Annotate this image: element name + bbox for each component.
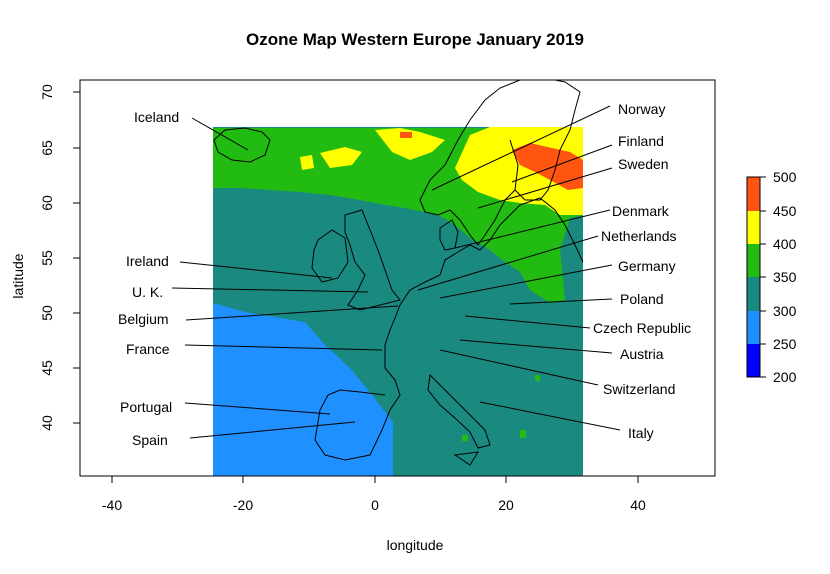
y-tick-label: 45 xyxy=(39,360,55,376)
leader-uk xyxy=(171,287,369,293)
leader-austria xyxy=(459,339,613,354)
y-tick-label: 50 xyxy=(39,305,55,321)
ozone-patch-green-3 xyxy=(535,375,540,381)
colorbar-band-450-500 xyxy=(747,177,760,211)
annotation-leaders xyxy=(171,105,621,439)
y-tick-label: 70 xyxy=(39,84,55,100)
coast-continent xyxy=(314,197,584,461)
y-tick-label: 60 xyxy=(39,195,55,211)
label-iceland: Iceland xyxy=(134,109,179,125)
label-norway: Norway xyxy=(618,101,665,117)
leader-switzerland xyxy=(439,349,599,386)
colorbar-tick-label: 350 xyxy=(773,269,797,285)
y-tick-labels: 40 45 50 55 60 65 70 xyxy=(39,84,55,431)
colorbar-tick-label: 250 xyxy=(773,336,797,352)
coast-iberia-north xyxy=(327,389,386,396)
axis-ticks xyxy=(73,91,639,483)
label-poland: Poland xyxy=(620,291,664,307)
colorbar-band-350-400 xyxy=(747,244,760,277)
colorbar-tick-label: 200 xyxy=(773,369,797,385)
leader-iceland xyxy=(191,117,249,151)
colorbar-band-200-250 xyxy=(747,344,760,377)
colorbar-band-300-350 xyxy=(747,277,760,311)
coastlines xyxy=(213,80,584,466)
x-tick-label: 20 xyxy=(498,497,514,513)
leader-france xyxy=(184,344,383,351)
colorbar-tick-label: 300 xyxy=(773,303,797,319)
label-austria: Austria xyxy=(620,346,664,362)
leader-germany xyxy=(439,264,613,299)
colorbar-band-400-450 xyxy=(747,211,760,244)
label-portugal: Portugal xyxy=(120,399,172,415)
x-axis-label: longitude xyxy=(386,537,444,553)
ozone-band-400-450-patch-1 xyxy=(320,147,362,168)
x-tick-labels: -40 -20 0 20 40 xyxy=(102,497,646,513)
coast-italy xyxy=(427,373,491,449)
leader-italy xyxy=(479,401,621,431)
coast-sicily xyxy=(453,451,479,466)
label-belgium: Belgium xyxy=(118,311,169,327)
leader-denmark xyxy=(454,209,611,249)
ozone-band-450-500-patch xyxy=(400,132,412,138)
ozone-patch-green-1 xyxy=(520,430,526,438)
leader-netherlands xyxy=(417,235,599,291)
y-tick-label: 55 xyxy=(39,250,55,266)
colorbar-tick-label: 400 xyxy=(773,236,797,252)
label-italy: Italy xyxy=(628,425,654,441)
ozone-patch-green-2 xyxy=(462,435,468,441)
coast-ireland xyxy=(311,229,349,283)
chart-title: Ozone Map Western Europe January 2019 xyxy=(246,30,584,49)
colorbar: 500 450 400 350 300 250 200 xyxy=(746,169,797,385)
leader-ireland xyxy=(179,261,333,279)
border-sweden-finland xyxy=(509,139,519,191)
y-tick-label: 65 xyxy=(39,140,55,156)
plot-frame xyxy=(79,79,716,477)
leader-norway xyxy=(431,105,611,191)
colorbar-tick-label: 450 xyxy=(773,203,797,219)
label-france: France xyxy=(126,341,170,357)
coast-iceland xyxy=(213,127,271,163)
annotation-labels: Iceland Norway Finland Sweden Denmark Ne… xyxy=(118,101,691,448)
leader-sweden xyxy=(477,167,613,209)
leader-finland xyxy=(511,144,613,183)
label-spain: Spain xyxy=(132,432,168,448)
leader-czech xyxy=(464,315,591,329)
colorbar-band-250-300 xyxy=(747,311,760,344)
x-tick-label: 40 xyxy=(630,497,646,513)
label-sweden: Sweden xyxy=(618,156,669,172)
leader-poland xyxy=(509,298,613,305)
label-finland: Finland xyxy=(618,133,664,149)
label-czech: Czech Republic xyxy=(593,320,691,336)
leader-portugal xyxy=(184,402,331,415)
ozone-band-400-450-patch-2 xyxy=(300,155,314,170)
label-denmark: Denmark xyxy=(612,203,670,219)
label-uk: U. K. xyxy=(132,284,163,300)
label-switzerland: Switzerland xyxy=(603,381,675,397)
ozone-field xyxy=(213,127,583,476)
x-tick-label: -40 xyxy=(102,497,122,513)
leader-spain xyxy=(189,421,356,439)
label-ireland: Ireland xyxy=(126,253,169,269)
ozone-band-250-300 xyxy=(213,303,393,476)
coast-scandinavia xyxy=(419,80,581,246)
ozone-band-450-500-finland xyxy=(512,143,583,190)
x-tick-label: 0 xyxy=(371,497,379,513)
ozone-band-400-450-sea xyxy=(375,128,445,160)
label-germany: Germany xyxy=(618,258,676,274)
y-tick-label: 40 xyxy=(39,415,55,431)
label-netherlands: Netherlands xyxy=(601,228,677,244)
x-tick-label: -20 xyxy=(233,497,253,513)
colorbar-tick-label: 500 xyxy=(773,169,797,185)
leader-belgium xyxy=(185,305,399,321)
